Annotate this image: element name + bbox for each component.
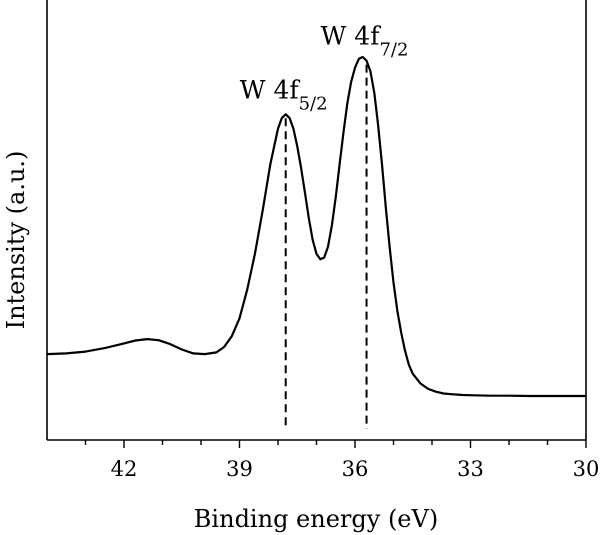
x-tick-label: 30 (573, 457, 600, 481)
x-tick-label: 36 (342, 457, 369, 481)
peak-label: W 4f5/2 (240, 75, 328, 114)
spectrum-line (46, 55, 586, 398)
y-axis-label: Intensity (a.u.) (2, 151, 30, 330)
peak-label: W 4f7/2 (321, 22, 409, 61)
x-axis-label: Binding energy (eV) (194, 505, 438, 533)
x-tick-label: 42 (111, 457, 138, 481)
x-tick-label: 39 (226, 457, 253, 481)
x-tick-label: 33 (457, 457, 484, 481)
